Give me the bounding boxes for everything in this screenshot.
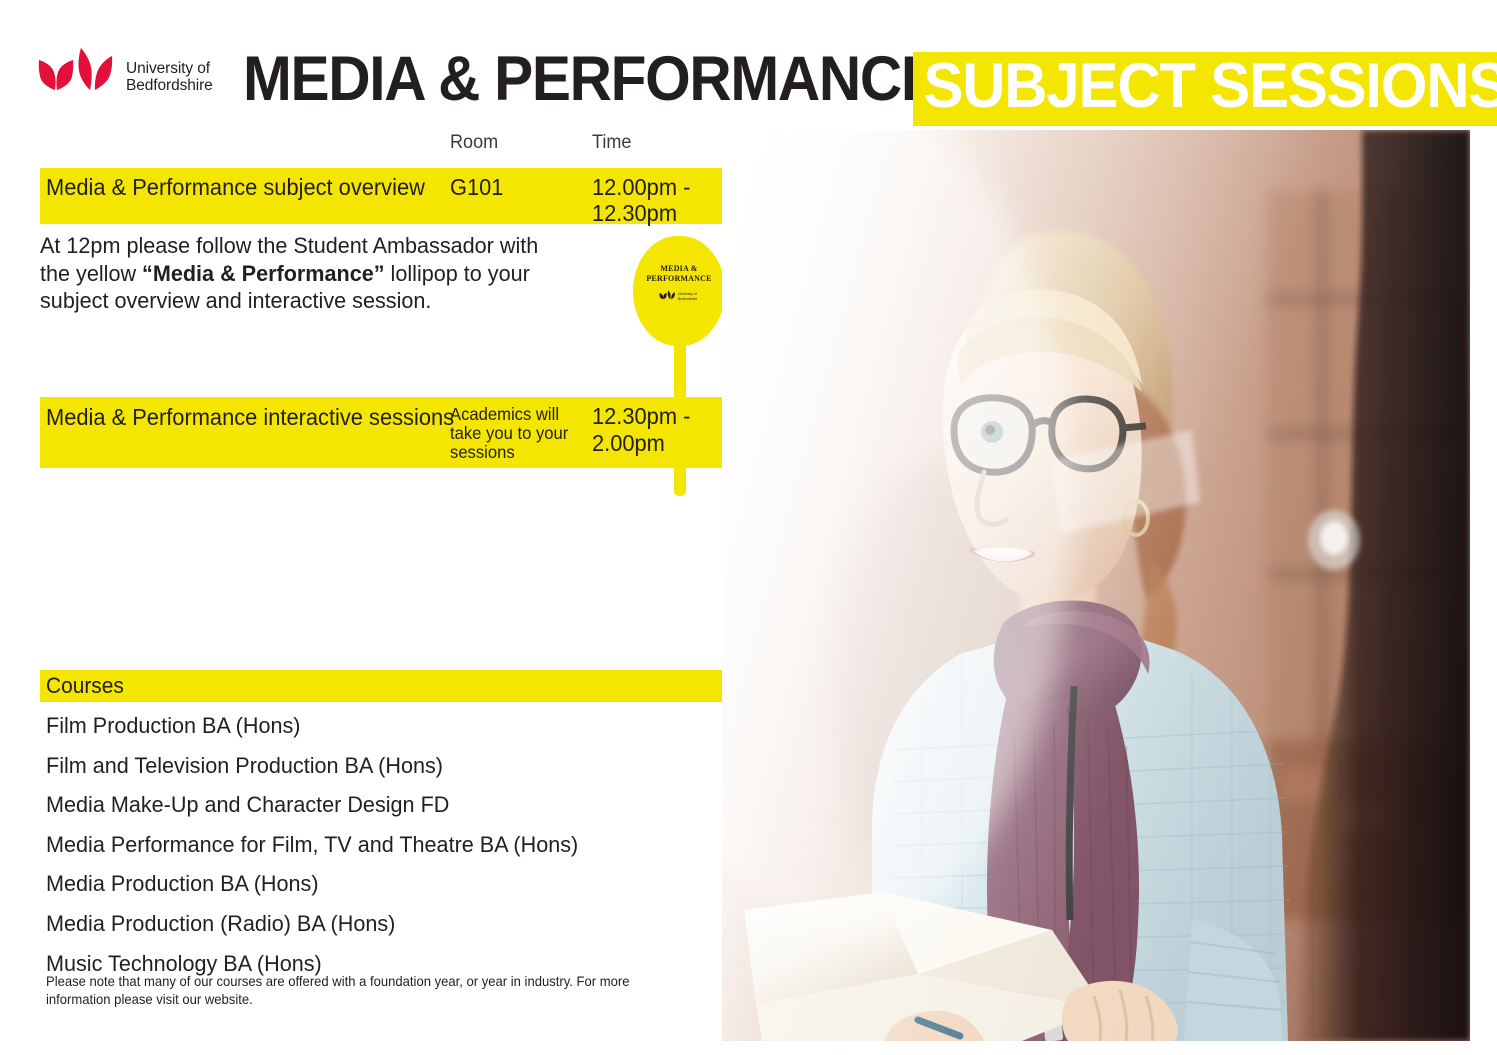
schedule-table-header: Room Time: [40, 132, 722, 164]
student-photo-illustration: [722, 130, 1470, 1041]
instruction-emphasis: “Media & Performance”: [142, 260, 385, 286]
lollipop-label: MEDIA & PERFORMANCE: [646, 264, 712, 283]
session-name: Media & Performance subject overview: [46, 174, 425, 200]
content-left-column: Room Time Media & Performance subject ov…: [0, 128, 725, 1055]
instruction-part-1: At 12pm please follow the Student Ambass…: [40, 233, 539, 286]
list-item: Media Performance for Film, TV and Theat…: [46, 831, 579, 857]
list-item: Music Technology BA (Hons): [46, 950, 322, 976]
session-room: Academics will take you to your sessions: [450, 404, 569, 462]
list-item: Media Production (Radio) BA (Hons): [46, 910, 396, 936]
lollipop-logo-wordmark: University of Bedfordshire: [678, 292, 698, 301]
list-item: Media Make-Up and Character Design FD: [46, 792, 450, 818]
page-header: University of Bedfordshire MEDIA & PERFOR…: [0, 0, 1497, 128]
session-name: Media & Performance interactive sessions: [46, 404, 455, 430]
instruction-part-2: lollipop to your subject overview and in…: [40, 260, 530, 314]
university-of-bedfordshire-logo-icon: [38, 48, 113, 90]
column-header-time: Time: [592, 132, 632, 153]
university-logo-block: University of Bedfordshire: [37, 46, 213, 108]
university-logo-wordmark: University of Bedfordshire: [126, 59, 213, 94]
courses-list: Film Production BA (Hons) Film and Telev…: [46, 706, 722, 983]
courses-heading-bar: Courses: [40, 670, 722, 702]
session-time: 12.30pm - 2.00pm: [592, 403, 691, 456]
list-item: Film and Television Production BA (Hons): [46, 752, 443, 778]
column-header-room: Room: [450, 132, 499, 153]
student-photo: [722, 130, 1470, 1041]
courses-footnote: Please note that many of our courses are…: [46, 974, 630, 1007]
list-item: Media Production BA (Hons): [46, 871, 319, 897]
instruction-text: At 12pm please follow the Student Ambass…: [40, 232, 574, 315]
page-title: MEDIA & PERFORMANCE: [243, 44, 940, 114]
session-time: 12.00pm - 12.30pm: [592, 174, 691, 226]
courses-heading: Courses: [46, 673, 124, 698]
lollipop-graphic: MEDIA & PERFORMANCE University of Bedfords…: [633, 236, 725, 511]
lollipop-head: [633, 236, 725, 346]
schedule-row-interactive: Media & Performance interactive sessions…: [40, 397, 722, 468]
list-item: Film Production BA (Hons): [46, 713, 301, 738]
schedule-row-overview: Media & Performance subject overview G10…: [40, 168, 722, 226]
lollipop-university-logo-icon: [659, 290, 675, 300]
lollipop-logo: University of Bedfordshire: [659, 290, 697, 303]
session-room: G101: [450, 174, 504, 200]
page-title-highlight: SUBJECT SESSIONS: [913, 52, 1497, 126]
